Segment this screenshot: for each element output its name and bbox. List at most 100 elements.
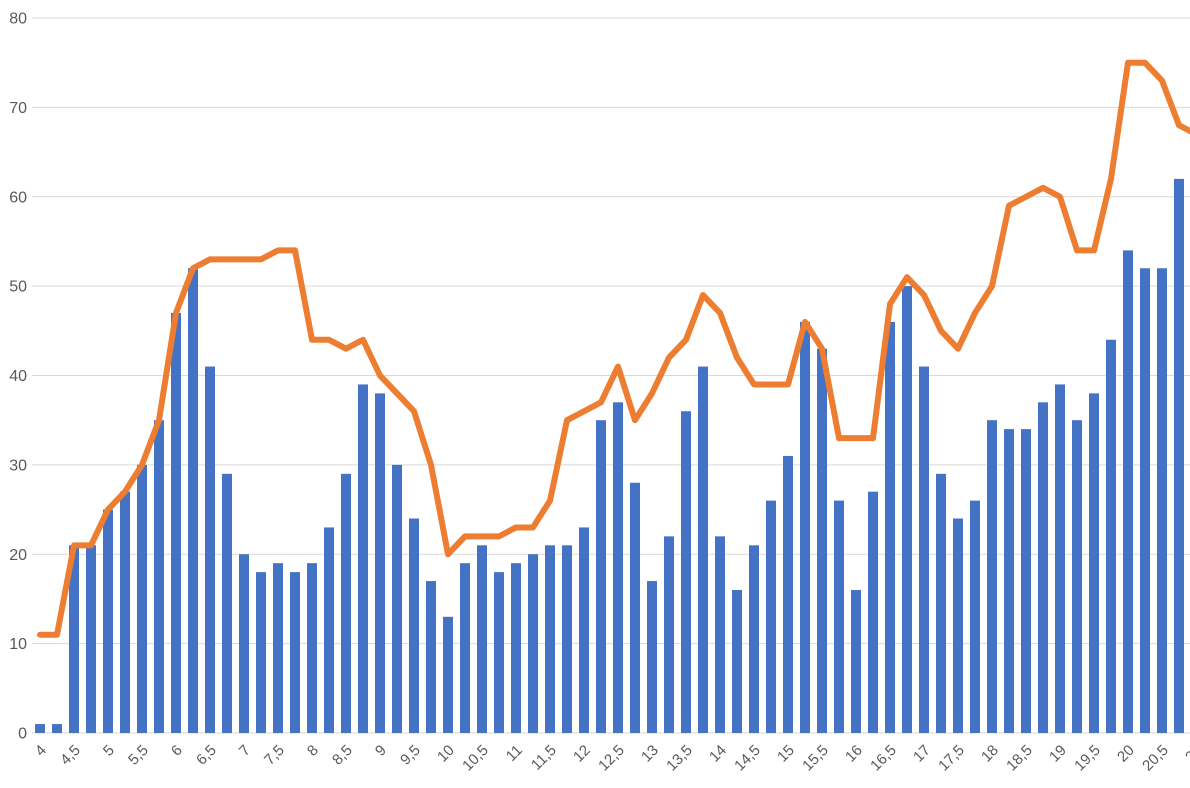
bar xyxy=(902,286,912,733)
bar xyxy=(970,500,980,733)
bar xyxy=(358,384,368,733)
x-tick-label: 14 xyxy=(706,742,730,766)
x-tick-label: 21 xyxy=(1182,742,1190,766)
bar xyxy=(103,509,113,733)
bar xyxy=(613,402,623,733)
x-tick-label: 7 xyxy=(236,742,254,760)
y-tick-label: 70 xyxy=(9,100,27,117)
x-tick-label: 19,5 xyxy=(1071,742,1104,775)
bar xyxy=(222,473,232,733)
bar xyxy=(426,581,436,733)
bar xyxy=(885,321,895,733)
x-tick-label: 8,5 xyxy=(329,742,356,769)
y-tick-label: 10 xyxy=(9,636,27,653)
bar xyxy=(171,312,181,733)
bar xyxy=(1157,268,1167,733)
x-tick-label: 7,5 xyxy=(261,742,288,769)
x-tick-label: 11,5 xyxy=(528,742,560,774)
bar xyxy=(324,527,334,733)
bar xyxy=(460,563,470,733)
bar xyxy=(1004,429,1014,733)
bar xyxy=(766,500,776,733)
x-tick-label: 17 xyxy=(910,742,934,766)
line-series xyxy=(37,59,1190,638)
bar xyxy=(579,527,589,733)
bar xyxy=(528,554,538,733)
y-tick-label: 80 xyxy=(9,11,27,28)
bar xyxy=(562,545,572,733)
x-tick-label: 6,5 xyxy=(193,742,220,769)
x-tick-label: 5 xyxy=(100,742,118,760)
bar xyxy=(851,590,861,733)
bar xyxy=(1123,250,1133,733)
bar xyxy=(1089,393,1099,733)
x-tick-label: 17,5 xyxy=(935,742,968,775)
y-tick-label: 30 xyxy=(9,457,27,474)
bar xyxy=(443,616,453,733)
bar xyxy=(1021,429,1031,733)
y-tick-label: 50 xyxy=(9,279,27,296)
bar xyxy=(154,420,164,733)
x-tick-label: 9 xyxy=(372,742,390,760)
bar xyxy=(800,321,810,733)
x-tick-label: 13,5 xyxy=(663,742,696,775)
bar xyxy=(273,563,283,733)
y-tick-label: 40 xyxy=(9,368,27,385)
bar xyxy=(936,473,946,733)
bar xyxy=(749,545,759,733)
bar xyxy=(341,473,351,733)
x-tick-label: 4,5 xyxy=(57,742,84,769)
x-tick-label: 9,5 xyxy=(397,742,424,769)
bar xyxy=(52,724,62,733)
bar xyxy=(290,572,300,733)
y-tick-label: 0 xyxy=(18,726,27,743)
x-tick-label: 16,5 xyxy=(867,742,900,775)
bar xyxy=(494,572,504,733)
y-axis-labels: 0 10 20 30 40 50 60 70 80 xyxy=(9,11,27,743)
y-tick-label: 60 xyxy=(9,189,27,206)
bar xyxy=(120,491,130,733)
bar xyxy=(375,393,385,733)
bar xyxy=(715,536,725,733)
bar xyxy=(239,554,249,733)
x-axis-labels: 4 4,5 5 5,5 6 6,5 7 7,5 8 8,5 9 9,5 10 10,5 11 11,5 12 12… xyxy=(32,742,1190,775)
bar xyxy=(35,724,45,733)
x-tick-label: 11 xyxy=(503,742,526,765)
bar xyxy=(817,348,827,733)
bar xyxy=(647,581,657,733)
bar xyxy=(1038,402,1048,733)
bar xyxy=(205,366,215,733)
bar xyxy=(919,366,929,733)
x-tick-label: 13 xyxy=(638,742,662,766)
bar xyxy=(596,420,606,733)
bar xyxy=(1106,339,1116,733)
bar xyxy=(1072,420,1082,733)
x-tick-label: 20,5 xyxy=(1139,742,1172,775)
bar xyxy=(188,268,198,733)
bar xyxy=(256,572,266,733)
bar xyxy=(511,563,521,733)
x-tick-label: 19 xyxy=(1046,742,1070,766)
bar xyxy=(732,590,742,733)
bar xyxy=(698,366,708,733)
x-tick-label: 18,5 xyxy=(1003,742,1036,775)
bar xyxy=(86,545,96,733)
x-tick-label: 15,5 xyxy=(799,742,832,775)
y-tick-label: 20 xyxy=(9,547,27,564)
bar-series xyxy=(35,178,1184,733)
bar xyxy=(953,518,963,733)
x-tick-label: 6 xyxy=(168,742,186,760)
x-tick-label: 8 xyxy=(304,742,322,760)
x-tick-label: 10 xyxy=(434,742,458,766)
bar xyxy=(664,536,674,733)
bar xyxy=(1174,178,1184,733)
bar xyxy=(868,491,878,733)
x-tick-label: 15 xyxy=(774,742,798,766)
bar xyxy=(409,518,419,733)
x-tick-label: 12,5 xyxy=(595,742,628,775)
bar xyxy=(834,500,844,733)
bar xyxy=(477,545,487,733)
x-tick-label: 5,5 xyxy=(125,742,152,769)
